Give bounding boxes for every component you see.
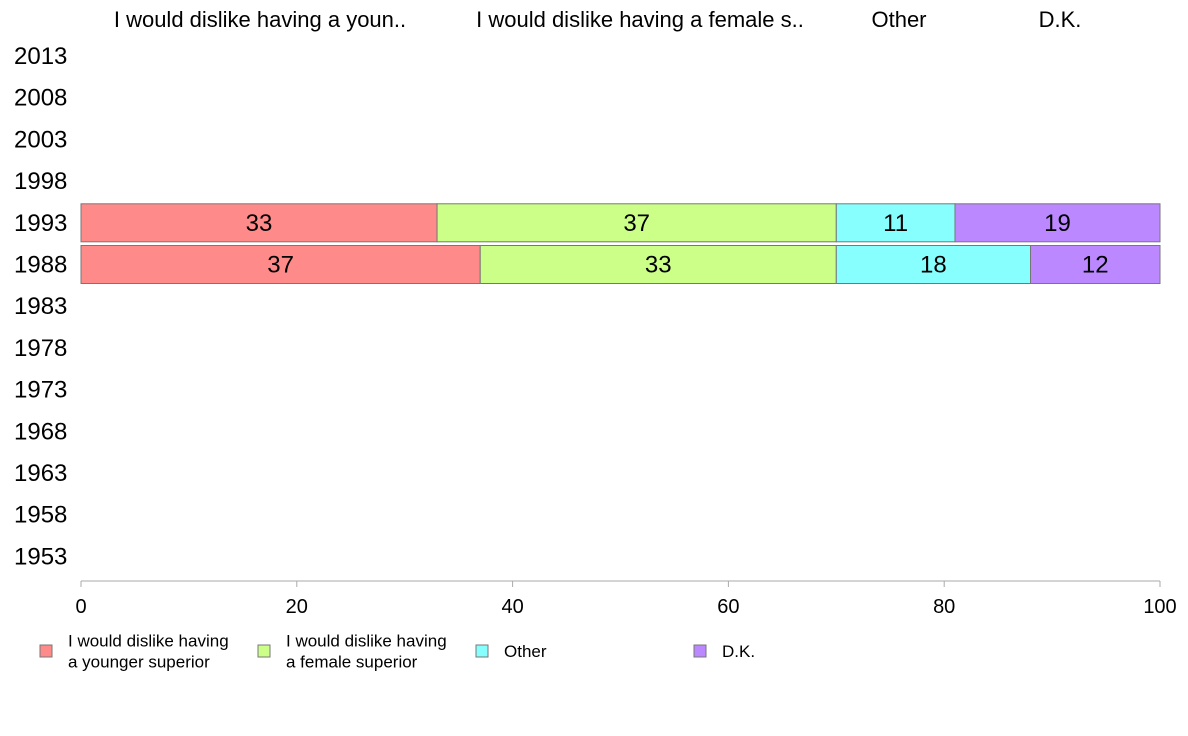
bar-value-label: 37 xyxy=(267,252,294,279)
y-tick-label: 2008 xyxy=(14,85,67,112)
y-tick-label: 1968 xyxy=(14,418,67,445)
bar-value-label: 12 xyxy=(1082,252,1109,279)
series-headers: I would dislike having a youn.. I would d… xyxy=(114,7,1082,32)
bar-segment xyxy=(835,245,1032,284)
legend-swatch xyxy=(39,644,53,658)
bar-value-label: 18 xyxy=(920,252,947,279)
bar-segment xyxy=(80,203,438,243)
legend: I would dislike having a younger superior… xyxy=(39,632,755,672)
y-tick-label: 1983 xyxy=(14,293,67,320)
x-tick-label: 0 xyxy=(75,596,86,618)
y-axis-labels: 2013 2008 2003 1998 1993 1988 1983 1978 1973 1968… xyxy=(14,43,67,570)
bar-segment xyxy=(436,203,837,243)
series-header: I would dislike having a female s.. xyxy=(476,7,804,32)
series-header: D.K. xyxy=(1039,7,1082,32)
x-tick-label: 40 xyxy=(501,596,523,618)
x-tick-label: 100 xyxy=(1143,596,1176,618)
legend-label: I would dislike having xyxy=(286,632,447,651)
y-tick-label: 1973 xyxy=(14,377,67,404)
y-tick-label: 1998 xyxy=(14,168,67,195)
bar-value-label: 37 xyxy=(623,210,650,237)
x-tick-label: 80 xyxy=(933,596,955,618)
x-tick-label: 20 xyxy=(286,596,308,618)
y-tick-label: 1978 xyxy=(14,335,67,362)
bar-segment xyxy=(80,245,481,284)
y-tick-label: 2013 xyxy=(14,43,67,70)
bar-value-label: 33 xyxy=(246,210,273,237)
y-tick-label: 1958 xyxy=(14,502,67,529)
y-tick-label: 1963 xyxy=(14,460,67,487)
series-header: I would dislike having a youn.. xyxy=(114,7,406,32)
legend-label: Other xyxy=(504,642,547,661)
y-tick-label: 1953 xyxy=(14,543,67,570)
y-tick-label: 1988 xyxy=(14,252,67,279)
x-tick-label: 60 xyxy=(717,596,739,618)
legend-swatch xyxy=(475,644,489,658)
bar-segment xyxy=(835,203,956,243)
legend-label: I would dislike having xyxy=(68,632,229,651)
x-axis: 0 20 40 60 80 100 xyxy=(75,580,1177,618)
series-header: Other xyxy=(871,7,926,32)
bar-segment xyxy=(954,203,1161,243)
bar-segment xyxy=(1030,245,1161,284)
bar-segment xyxy=(479,245,837,284)
y-tick-label: 2003 xyxy=(14,126,67,153)
bar-value-label: 11 xyxy=(883,210,908,237)
bars: 33 37 11 19 37 33 18 12 xyxy=(80,203,1161,284)
legend-label: a female superior xyxy=(286,653,418,672)
bar-value-label: 19 xyxy=(1044,210,1071,237)
legend-swatch xyxy=(693,644,707,658)
legend-label: a younger superior xyxy=(68,653,210,672)
y-tick-label: 1993 xyxy=(14,210,67,237)
legend-swatch xyxy=(257,644,271,658)
legend-label: D.K. xyxy=(722,642,755,661)
bar-value-label: 33 xyxy=(645,252,672,279)
